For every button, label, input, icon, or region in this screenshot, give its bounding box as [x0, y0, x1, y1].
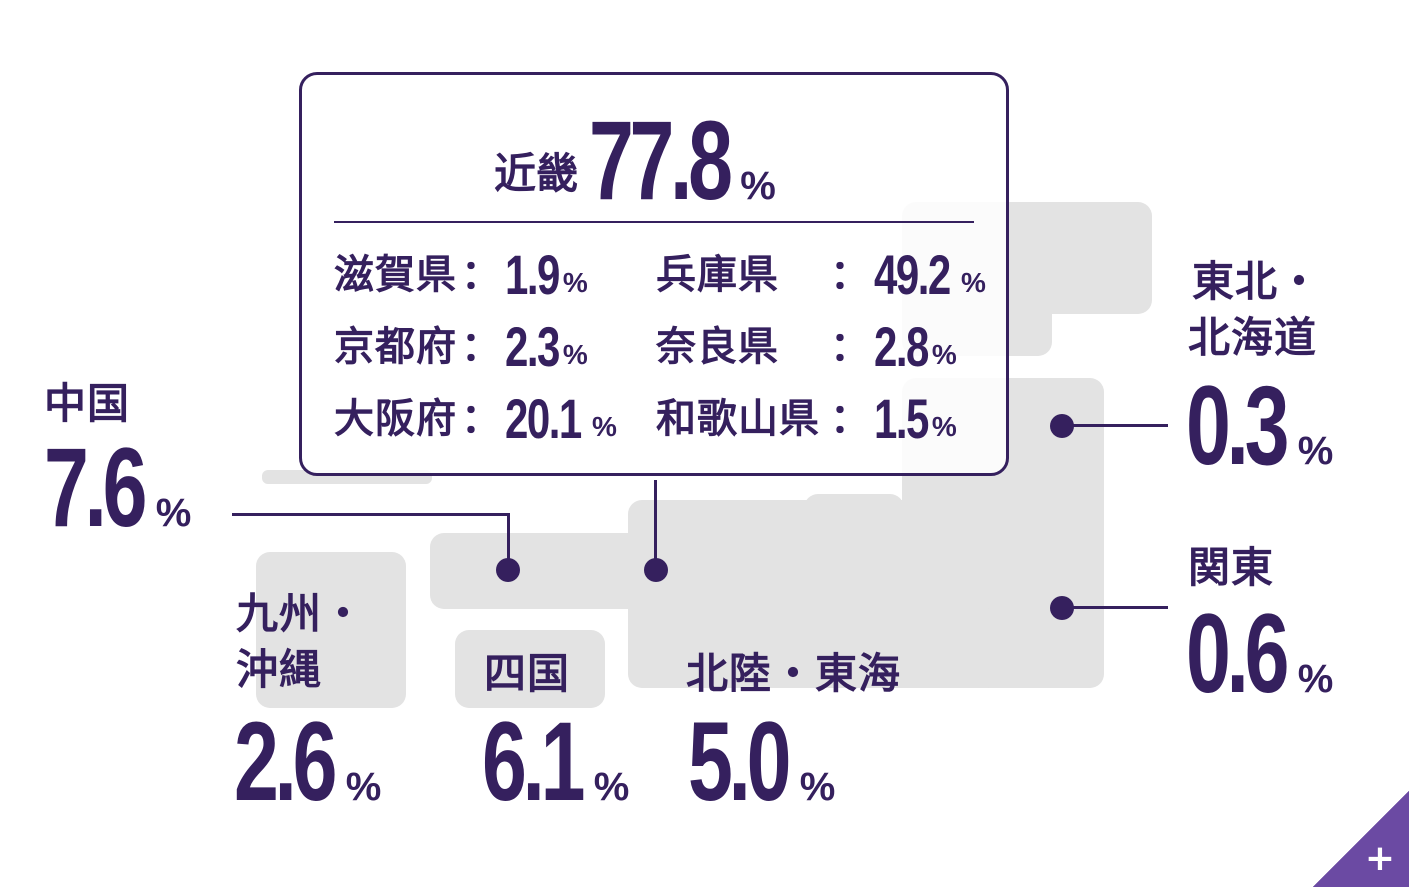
chugoku-value: 7.6: [44, 425, 147, 550]
pref-wakayama: 和歌山県 ：1.5%: [656, 391, 957, 447]
chugoku-dot: [496, 558, 520, 582]
pref-nara: 奈良県 ：2.8%: [656, 319, 957, 375]
shikoku-value: 6.1: [482, 699, 585, 824]
pref-osaka: 大阪府 ：20.1%: [334, 391, 617, 447]
kanto-value: 0.6: [1186, 591, 1289, 716]
pref-value: 49.2: [874, 243, 951, 306]
pref-value: 2.8: [874, 315, 929, 378]
kinki-value: 77.8: [589, 98, 733, 223]
tohoku-label-line2: 北海道: [1188, 313, 1318, 362]
pref-colon: ：: [461, 396, 501, 442]
pref-pct-unit: %: [562, 267, 588, 298]
pref-colon: ：: [461, 252, 501, 298]
pref-name: 和歌山県: [656, 396, 820, 442]
shikoku-value-group: 6.1%: [482, 706, 629, 818]
pref-name: 滋賀県: [334, 252, 457, 298]
kyushu-value: 2.6: [234, 699, 337, 824]
pref-name: 京都府: [334, 324, 457, 370]
tohoku-dot: [1050, 414, 1074, 438]
plus-icon: +: [1364, 838, 1395, 879]
kanto-pct-unit: %: [1297, 657, 1334, 701]
chugoku-value-group: 7.6%: [44, 432, 191, 544]
pref-value: 1.5: [874, 387, 929, 450]
kanto-leader-line: [1062, 606, 1168, 609]
tohoku-value-group: 0.3%: [1186, 370, 1333, 482]
expand-button[interactable]: +: [1313, 791, 1409, 887]
pref-colon: ：: [461, 324, 501, 370]
pref-colon: ：: [830, 396, 870, 442]
shikoku-label: 四国: [484, 649, 571, 698]
pref-pct-unit: %: [961, 267, 986, 298]
kanto-dot: [1050, 596, 1074, 620]
pref-value: 2.3: [505, 315, 560, 378]
kinki-divider: [334, 221, 974, 223]
kyushu-label-line2: 沖縄: [236, 645, 323, 694]
kanto-value-group: 0.6%: [1186, 598, 1333, 710]
pref-hyogo: 兵庫県 ：49.2%: [656, 247, 986, 303]
pref-pct-unit: %: [931, 411, 957, 442]
kanto-label: 関東: [1188, 543, 1275, 592]
pref-kyoto: 京都府 ：2.3%: [334, 319, 588, 375]
tohoku-value: 0.3: [1186, 363, 1289, 488]
kyushu-pct-unit: %: [345, 765, 382, 809]
pref-value: 1.9: [505, 243, 560, 306]
kinki-dot: [644, 558, 668, 582]
map-block-kyushu: [256, 552, 406, 708]
hokuriku-tokai-value: 5.0: [688, 699, 791, 824]
chugoku-pct-unit: %: [155, 491, 192, 535]
hokuriku-tokai-pct-unit: %: [799, 765, 836, 809]
tohoku-pct-unit: %: [1297, 429, 1334, 473]
kinki-callout: 近畿 77.8 % 滋賀県 ：1.9% 京都府 ：2.3% 大阪府 ：20.1% 兵庫…: [299, 72, 1009, 476]
pref-pct-unit: %: [931, 339, 957, 370]
pref-shiga: 滋賀県 ：1.9%: [334, 247, 588, 303]
pref-name: 兵庫県: [656, 252, 779, 298]
kinki-pct-unit: %: [740, 164, 776, 208]
hokuriku-tokai-value-group: 5.0%: [688, 706, 835, 818]
map-block-shikoku: [455, 630, 605, 708]
tohoku-label-line1: 東北・: [1192, 257, 1322, 306]
kinki-heading: 近畿 77.8 %: [494, 105, 776, 217]
kyushu-value-group: 2.6%: [234, 706, 381, 818]
chugoku-label: 中国: [44, 379, 131, 428]
pref-colon: ：: [830, 252, 870, 298]
pref-name: 奈良県: [656, 324, 779, 370]
kinki-leader-line: [654, 480, 657, 570]
pref-name: 大阪府: [334, 396, 457, 442]
chugoku-leader-line-v: [507, 513, 510, 571]
pref-pct-unit: %: [592, 411, 617, 442]
tohoku-leader-line: [1062, 424, 1168, 427]
pref-colon: ：: [830, 324, 870, 370]
pref-pct-unit: %: [562, 339, 588, 370]
pref-value: 20.1: [505, 387, 582, 450]
hokuriku-tokai-label: 北陸・東海: [686, 649, 902, 698]
map-block-chugoku-kinki: [430, 533, 1002, 609]
chugoku-leader-line-h: [232, 513, 510, 516]
kinki-label: 近畿: [494, 149, 579, 198]
kyushu-label-line1: 九州・: [236, 589, 366, 638]
shikoku-pct-unit: %: [593, 765, 630, 809]
